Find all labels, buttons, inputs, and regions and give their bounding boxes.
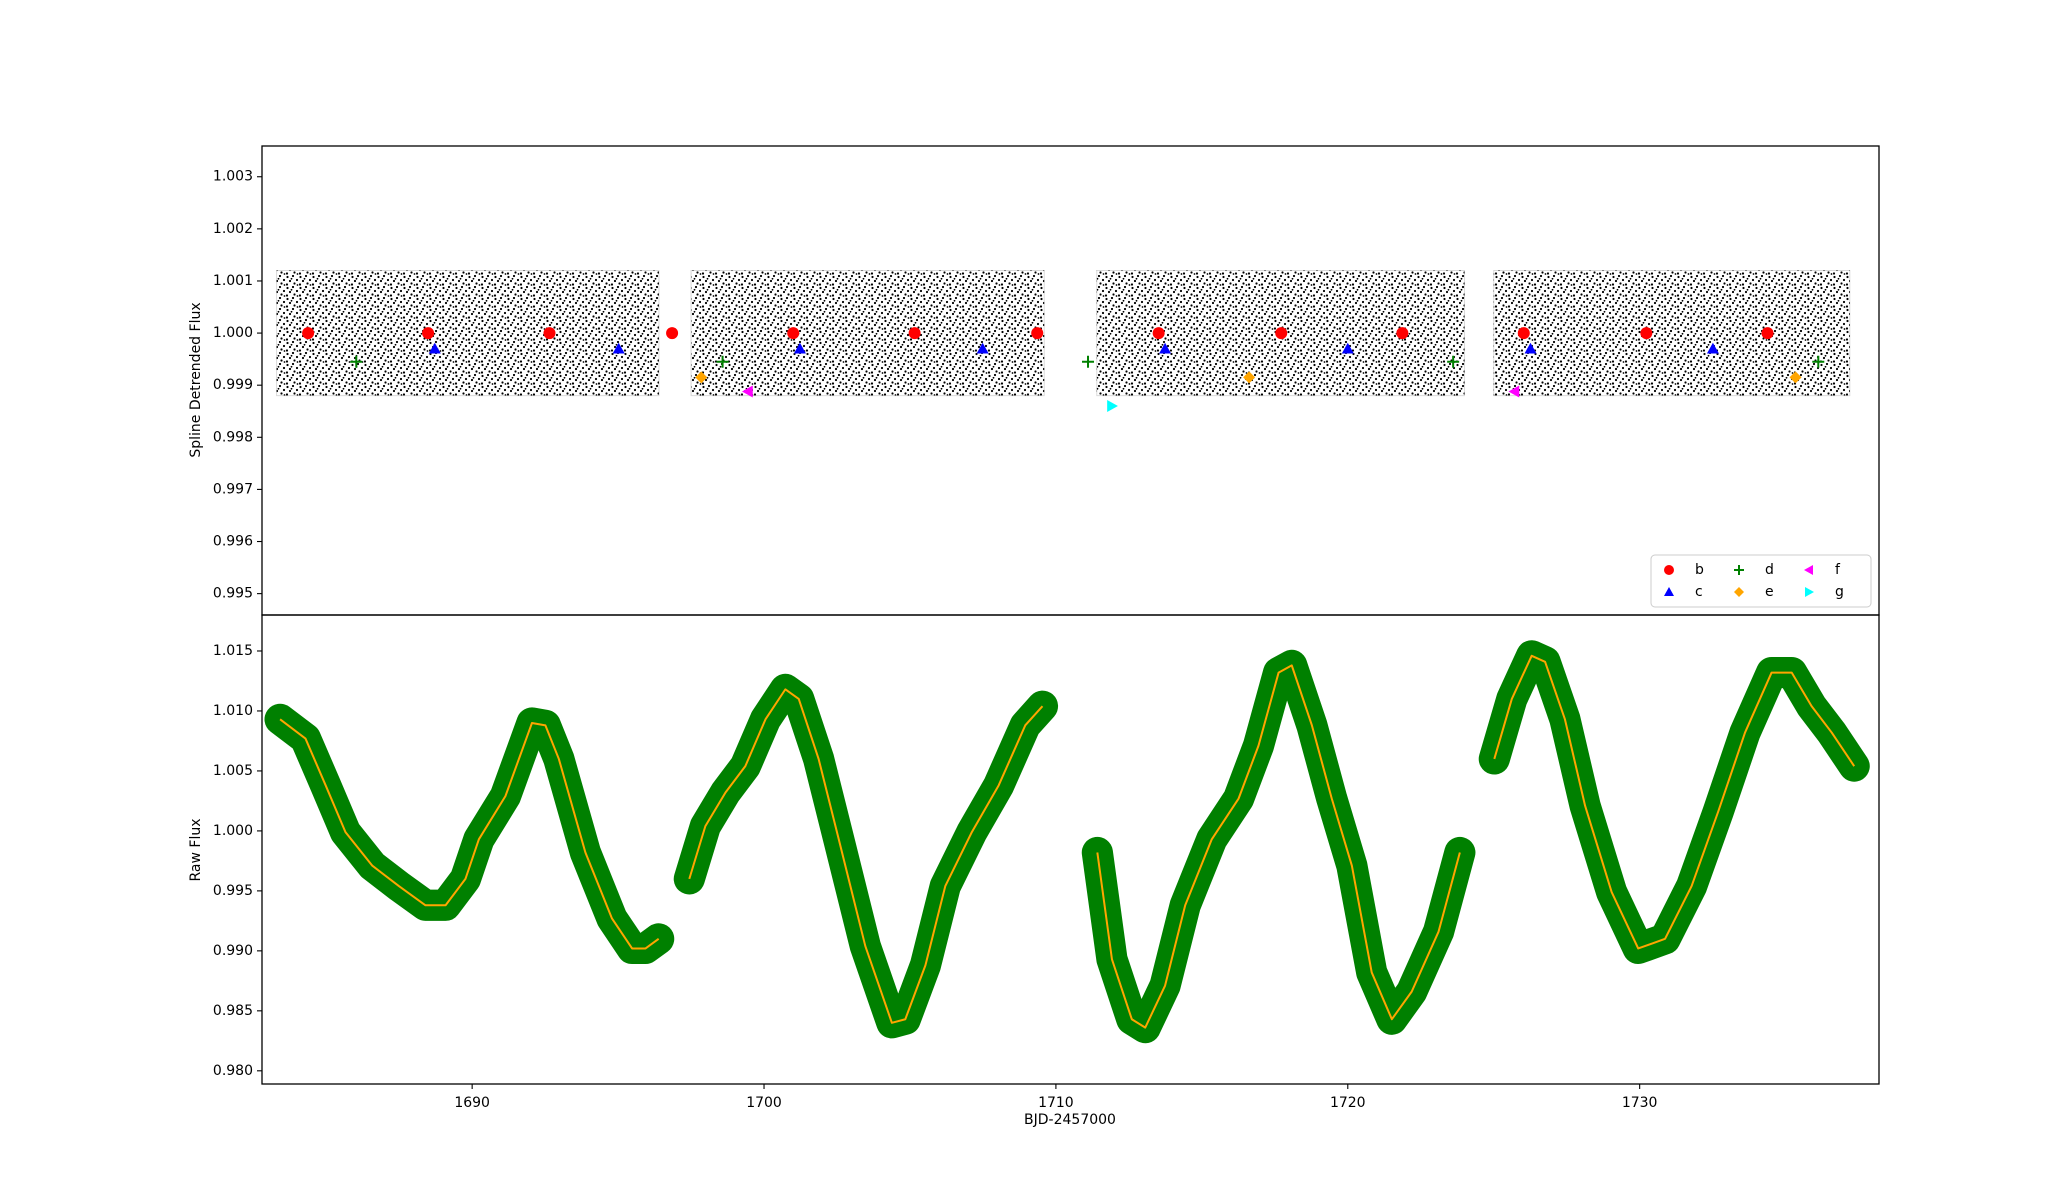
marker [428,342,441,354]
marker [1031,327,1044,340]
legend-marker [1804,565,1813,575]
y-tick-label: 0.990 [213,943,253,959]
y-tick-label: 0.980 [213,1063,253,1079]
legend-label: f [1835,562,1841,578]
marker [543,327,556,340]
legend-label: b [1695,562,1704,578]
y-tick-label: 1.002 [213,221,253,237]
marker [1447,355,1460,368]
legend-box [1650,554,1872,608]
marker [1812,355,1825,368]
marker [1789,371,1802,384]
marker [350,355,363,368]
y-axis-label: Raw Flux [188,819,204,882]
legend-label: c [1695,584,1703,600]
marker [1706,342,1719,354]
y-tick-label: 1.000 [213,823,253,839]
spline-line [279,654,1856,1029]
marker [1243,371,1256,384]
plot-area [264,640,1870,1044]
marker [1517,327,1530,340]
axes-frame [261,614,1880,1085]
marker [908,327,921,340]
legend-marker [1805,587,1814,597]
marker [302,327,315,340]
flux-cloud [276,270,660,397]
y-tick-label: 1.003 [213,169,253,185]
y-axis-label: Spline Detrended Flux [188,302,204,457]
marker [1524,342,1537,354]
legend-marker [1664,587,1674,596]
x-tick-label: 1720 [1330,1095,1366,1111]
y-tick-label: 1.001 [213,273,253,289]
marker [787,327,800,340]
y-tick-label: 1.015 [213,643,253,659]
flux-cloud [690,270,1045,397]
marker [1341,342,1354,354]
marker [1396,327,1409,340]
y-tick-label: 0.985 [213,1003,253,1019]
marker [716,355,729,368]
marker [1082,355,1095,368]
marker [1640,327,1653,340]
y-tick-label: 0.997 [213,481,253,497]
legend-label: e [1765,584,1774,600]
marker [1152,327,1165,340]
x-tick-label: 1730 [1622,1095,1658,1111]
y-tick-label: 1.010 [213,703,253,719]
marker [612,342,625,354]
marker [422,327,435,340]
y-tick-label: 0.996 [213,534,253,550]
flux-cloud [1493,270,1851,397]
marker [666,327,679,340]
legend-marker [1734,587,1744,597]
legend-label: g [1835,584,1844,600]
y-tick-label: 0.995 [213,883,253,899]
x-tick-label: 1700 [746,1095,782,1111]
x-axis-label: BJD-2457000 [1024,1112,1116,1128]
legend-marker [1664,565,1674,575]
y-tick-label: 0.998 [213,429,253,445]
marker [741,385,753,398]
x-tick-label: 1690 [454,1095,490,1111]
y-tick-label: 0.995 [213,586,253,602]
marker [1761,327,1774,340]
marker [1107,400,1118,413]
y-tick-label: 0.999 [213,377,253,393]
y-tick-label: 1.005 [213,763,253,779]
y-tick-label: 1.000 [213,325,253,341]
legend-marker [1734,565,1744,575]
x-tick-label: 1710 [1038,1095,1074,1111]
marker [1275,327,1288,340]
legend-label: d [1765,562,1774,578]
marker [976,342,989,354]
marker [1159,342,1172,354]
marker [695,371,708,384]
marker [793,342,806,354]
marker [1508,385,1520,398]
